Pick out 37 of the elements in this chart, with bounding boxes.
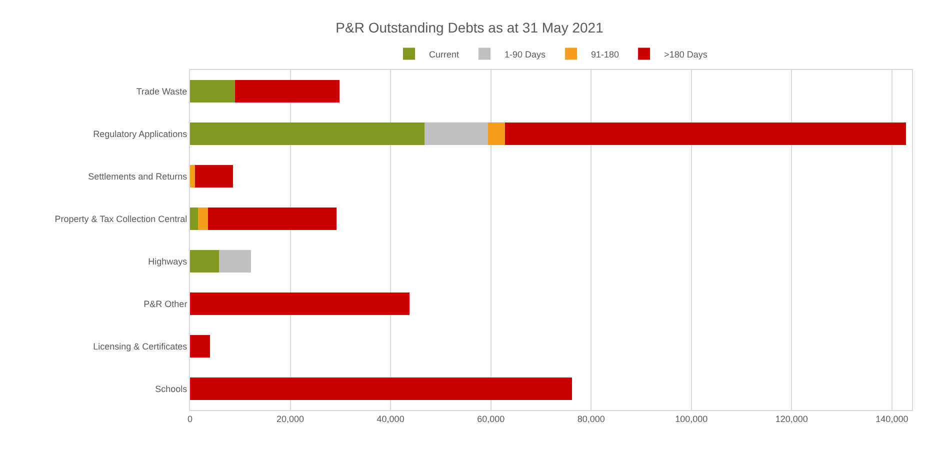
bar (208, 207, 336, 230)
x-tick-label: 60,000 (477, 414, 505, 424)
x-tick-label: 0 (187, 414, 193, 424)
y-tick-label: Trade Waste (136, 86, 188, 96)
y-tick-label: Regulatory Applications (93, 128, 188, 139)
bar (504, 122, 906, 146)
y-tick-label: P&R Other (144, 298, 188, 309)
y-tick-label: Licensing & Certificates (93, 341, 188, 352)
y-tick-label: Schools (155, 384, 188, 394)
bar (190, 250, 220, 273)
y-tick-label: Property & Tax Collection Central (54, 214, 188, 224)
bar (488, 122, 505, 146)
chart-title: P&R Outstanding Debts as at 31 May 2021 (336, 19, 604, 36)
bar (190, 292, 410, 316)
legend-label: 91-180 (591, 49, 620, 60)
y-tick-label: Settlements and Returns (88, 171, 188, 182)
x-tick-label: 140,000 (876, 414, 908, 424)
bar (190, 334, 210, 358)
bar (190, 377, 572, 400)
bar (190, 80, 236, 103)
bar (195, 164, 234, 188)
bar (219, 250, 252, 273)
bar (198, 207, 208, 230)
x-tick-label: 120,000 (775, 414, 808, 424)
bar (190, 122, 425, 146)
x-tick-label: 100,000 (675, 414, 708, 424)
x-tick-label: 20,000 (276, 414, 304, 424)
x-tick-label: 80,000 (577, 414, 605, 424)
x-tick-label: 40,000 (376, 414, 404, 424)
legend-label: 1-90 Days (504, 49, 546, 60)
bar (424, 122, 488, 146)
legend-label: >180 Days (664, 49, 708, 60)
y-tick-label: Highways (148, 256, 188, 266)
legend-label: Current (429, 49, 460, 60)
bar (235, 80, 340, 103)
bar (190, 164, 196, 188)
bar (190, 207, 198, 230)
